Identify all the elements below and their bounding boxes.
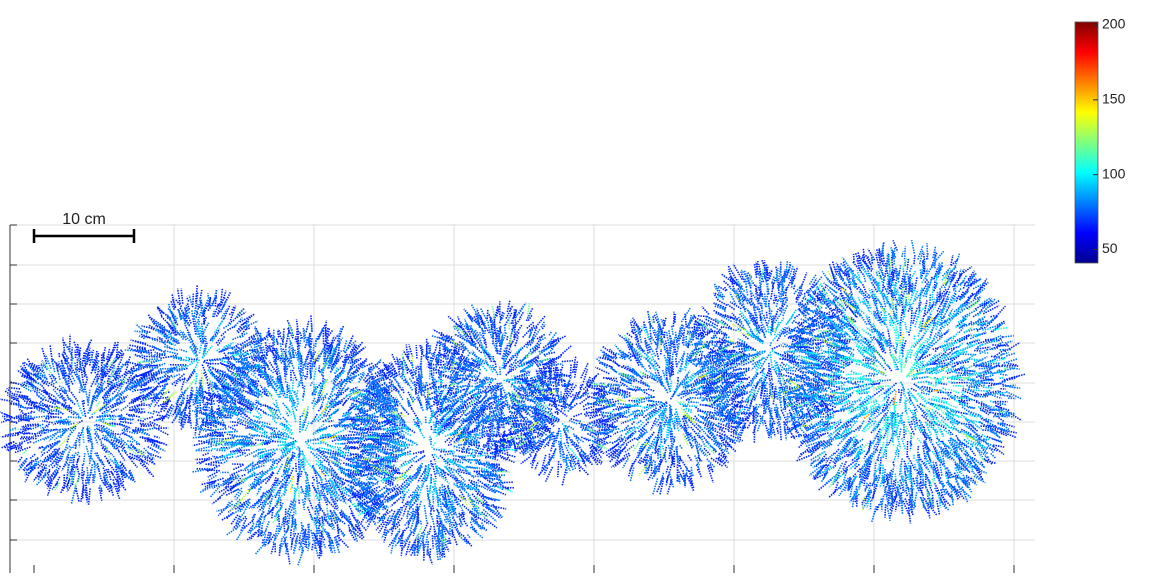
- colorbar-ticks: 50 100 150 200: [1093, 16, 1126, 256]
- point-strands: [58, 253, 1008, 530]
- colorbar-tick-label: 100: [1102, 165, 1126, 181]
- point-strands: [289, 286, 935, 494]
- point-strands: [52, 256, 979, 523]
- scale-bar-label: 10 cm: [62, 211, 106, 228]
- colorbar-tick-label: 150: [1102, 91, 1126, 107]
- colorbar-tick-label: 200: [1102, 16, 1126, 32]
- point-strands: [8, 239, 1022, 566]
- point-cloud: [0, 239, 1027, 566]
- colorbar-tick-label: 50: [1102, 240, 1118, 256]
- point-strands: [12, 257, 1009, 551]
- colorbar: [1074, 21, 1099, 264]
- scale-bar: 10 cm: [32, 211, 136, 243]
